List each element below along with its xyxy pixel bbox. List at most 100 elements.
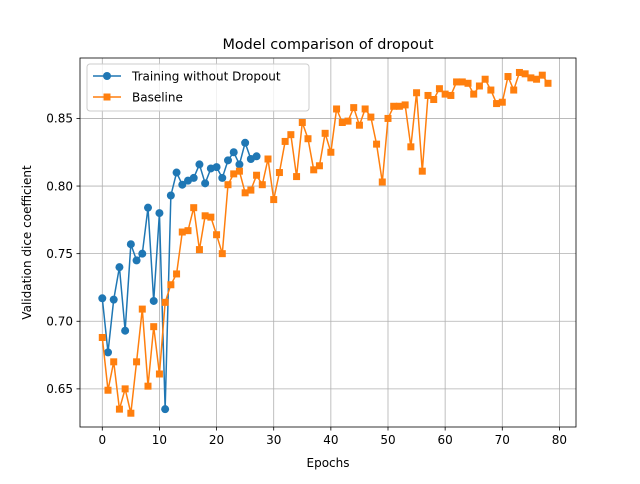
x-tick-label: 80	[552, 433, 567, 447]
legend: Training without Dropout Baseline	[86, 63, 310, 112]
data-point	[224, 156, 232, 165]
data-point	[470, 90, 478, 98]
series-1	[98, 68, 552, 417]
data-point	[521, 70, 529, 78]
data-point	[441, 90, 449, 98]
data-point	[132, 256, 141, 265]
data-point	[270, 196, 278, 204]
data-point	[533, 75, 541, 83]
data-point	[109, 295, 118, 304]
ticks: 0 10 20 30 40 50 60 70 80 0.65 0.70 0.75 0.80 0.85	[46, 112, 567, 447]
data-point	[281, 137, 289, 145]
data-point	[212, 163, 221, 172]
data-point	[127, 409, 135, 417]
data-point	[475, 82, 483, 90]
data-point	[235, 160, 244, 169]
y-tick-label: 0.85	[46, 112, 73, 126]
data-point	[138, 305, 146, 313]
legend-box	[86, 63, 310, 112]
data-point	[453, 78, 461, 86]
data-point	[201, 179, 210, 188]
axes-frame	[79, 57, 577, 428]
data-point	[247, 186, 255, 194]
data-point	[418, 167, 426, 175]
data-point	[201, 212, 209, 220]
data-point	[166, 191, 175, 200]
data-point	[264, 155, 272, 163]
data-point	[378, 178, 386, 186]
x-tick-label: 50	[380, 433, 395, 447]
data-point	[161, 405, 170, 414]
data-point	[298, 118, 306, 126]
data-point	[315, 162, 323, 170]
data-point	[493, 100, 501, 108]
legend-marker-baseline	[103, 93, 111, 101]
data-point	[167, 281, 175, 289]
series-line	[101, 142, 257, 410]
data-point	[144, 203, 152, 212]
x-axis-label: Epochs	[307, 456, 350, 470]
y-tick-label: 0.80	[46, 179, 73, 193]
data-point	[355, 121, 363, 129]
series-0	[98, 138, 261, 414]
data-point	[149, 296, 158, 305]
data-point	[430, 96, 438, 104]
data-point	[498, 98, 506, 106]
data-point	[390, 102, 398, 110]
data-point	[189, 173, 198, 182]
data-point	[207, 213, 215, 221]
data-point	[241, 138, 250, 147]
data-point	[338, 118, 346, 126]
data-point	[133, 358, 141, 366]
y-tick-label: 0.70	[46, 315, 73, 329]
data-point	[98, 294, 107, 303]
data-point	[407, 143, 415, 151]
data-point	[104, 348, 112, 357]
data-point	[544, 79, 552, 87]
legend-marker-training	[103, 72, 111, 80]
data-point	[310, 166, 318, 174]
data-point	[224, 181, 232, 189]
data-point	[98, 333, 106, 341]
data-point	[150, 323, 158, 331]
chart-title: Model comparison of dropout	[222, 37, 433, 53]
data-point	[235, 167, 243, 175]
data-point	[487, 86, 495, 94]
data-point	[344, 117, 352, 125]
data-point	[178, 228, 186, 236]
data-point	[304, 135, 312, 143]
data-point	[115, 405, 123, 413]
data-point	[253, 171, 261, 179]
y-tick-label: 0.65	[46, 382, 73, 396]
data-point	[413, 89, 421, 97]
data-point	[435, 85, 443, 93]
data-point	[527, 74, 535, 82]
data-point	[373, 140, 381, 148]
x-tick-label: 70	[495, 433, 510, 447]
data-point	[333, 105, 341, 113]
x-tick-label: 0	[98, 433, 106, 447]
data-point	[229, 148, 238, 157]
data-point	[218, 250, 226, 258]
data-point	[395, 102, 403, 110]
data-point	[384, 114, 392, 122]
plot-area	[80, 58, 576, 427]
data-point	[367, 113, 375, 121]
data-point	[447, 91, 455, 99]
data-point	[252, 152, 261, 161]
data-point	[126, 240, 135, 249]
legend-label-training: Training without Dropout	[131, 70, 281, 84]
data-point	[230, 170, 238, 178]
data-point	[515, 68, 523, 76]
data-point	[173, 270, 181, 278]
x-tick-label: 60	[438, 433, 453, 447]
legend-label-baseline: Baseline	[132, 91, 183, 105]
data-point	[293, 173, 301, 181]
data-point	[144, 382, 152, 390]
series-layer	[98, 68, 552, 417]
grid	[80, 58, 576, 427]
data-point	[258, 181, 266, 189]
data-point	[184, 227, 192, 235]
